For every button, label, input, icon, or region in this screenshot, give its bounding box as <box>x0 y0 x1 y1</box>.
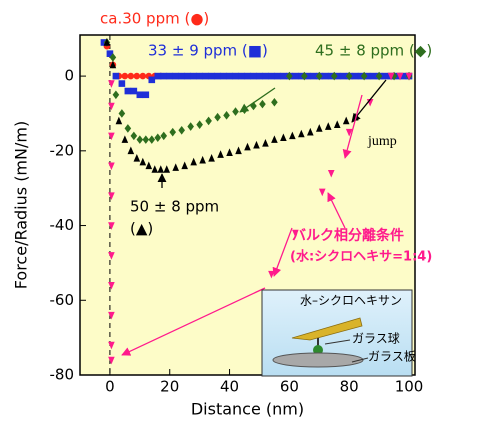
point <box>172 73 179 80</box>
y-tick-label: -40 <box>50 216 75 234</box>
series-label: 50 ± 8 ppm <box>130 198 219 216</box>
chart: 0 20 40 60 80 100 -80 -60 -40 -20 0 Distance (nm) Fo… <box>0 0 478 424</box>
annotation: ガラス球 <box>352 332 400 346</box>
point <box>137 91 144 98</box>
point <box>113 73 120 80</box>
x-tick-label: 100 <box>395 378 424 396</box>
point <box>238 73 245 80</box>
x-axis-title: Distance (nm) <box>191 400 304 419</box>
series-label: バルク相分離条件 <box>292 227 404 244</box>
point <box>148 77 155 84</box>
point <box>125 88 132 95</box>
annotation: (▲) <box>130 220 153 238</box>
point <box>256 73 263 80</box>
point <box>184 73 191 80</box>
point <box>119 80 126 87</box>
point <box>310 73 317 80</box>
y-tick-label: -80 <box>50 366 75 384</box>
point <box>143 91 150 98</box>
x-tick-label: 40 <box>220 378 239 396</box>
annotation: 水–シクロヘキサン <box>300 294 402 308</box>
series-label: ca.30 ppm (●) <box>100 10 209 28</box>
point <box>232 73 239 80</box>
point <box>166 73 173 80</box>
point <box>382 73 389 80</box>
point <box>202 73 209 80</box>
point <box>208 73 215 80</box>
point <box>196 73 203 80</box>
y-tick-label: -20 <box>50 141 75 159</box>
point <box>131 88 138 95</box>
x-tick-label: 20 <box>160 378 179 396</box>
point <box>262 73 269 80</box>
x-tick-label: 80 <box>340 378 359 396</box>
annotation: jump <box>367 134 397 149</box>
point <box>292 73 299 80</box>
point <box>220 73 227 80</box>
point <box>178 73 185 80</box>
point <box>160 73 167 80</box>
point <box>370 73 377 80</box>
point <box>268 73 275 80</box>
point <box>340 73 347 80</box>
x-tick-label: 60 <box>280 378 299 396</box>
point <box>274 73 281 80</box>
y-tick-label: -60 <box>50 291 75 309</box>
annotation: (水:シクロヘキサ=1:4) <box>290 249 432 265</box>
point <box>154 73 161 80</box>
y-axis-title: Force/Radius (mN/m) <box>12 121 31 289</box>
point <box>190 73 197 80</box>
point <box>122 73 129 80</box>
point <box>128 73 135 80</box>
point <box>140 73 147 80</box>
point <box>134 73 141 80</box>
point <box>250 73 257 80</box>
point <box>322 73 329 80</box>
point <box>352 73 359 80</box>
series-label: 45 ± 8 ppm (◆) <box>315 42 432 60</box>
point <box>214 73 221 80</box>
x-tick-label: 0 <box>105 378 115 396</box>
point <box>226 73 233 80</box>
point <box>244 73 251 80</box>
point <box>280 73 287 80</box>
y-tick-label: 0 <box>64 67 74 85</box>
annotation: ガラス板 <box>368 350 416 364</box>
series-label: 33 ± 9 ppm (■) <box>148 42 268 60</box>
